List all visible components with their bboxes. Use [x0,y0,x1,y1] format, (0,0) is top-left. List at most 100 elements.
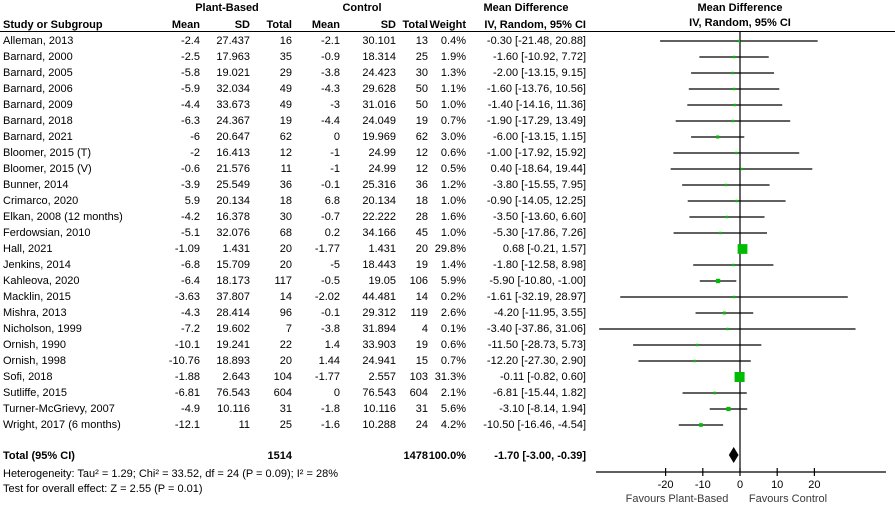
cell-mean2: -1.6 [321,419,340,431]
cell-mean2: -1.8 [321,403,340,415]
cell-mean2: -3 [330,99,340,111]
cell-sd2: 1.431 [368,243,396,255]
table-row: Bloomer, 2015 (V) -0.6 21.576 11 -1 24.99 12 0.… [0,161,586,177]
heterogeneity-note: Heterogeneity: Tau² = 1.29; Chi² = 33.52… [3,468,338,480]
header-divider-line [0,31,895,32]
cell-n1: 35 [279,51,292,63]
cell-mean1: -3.63 [174,291,200,303]
cell-ci: -3.10 [-8.14, 1.94] [499,403,586,415]
cell-ci: -6.00 [-13.15, 1.15] [493,131,586,143]
cell-name: Sofi, 2018 [3,371,53,383]
cell-n2: 12 [415,147,428,159]
cell-sd1: 2.643 [222,371,250,383]
total-weight: 100.0% [428,450,466,462]
cell-sd2: 24.423 [362,67,396,79]
cell-name: Barnard, 2009 [3,99,73,111]
cell-n1: 11 [280,163,292,175]
cell-weight: 0.5% [440,163,466,175]
table-row: Barnard, 2018 -6.3 24.367 19 -4.4 24.049 19 0.7… [0,113,586,129]
cell-sd2: 19.969 [362,131,396,143]
cell-n2: 62 [415,131,428,143]
cell-mean1: -4.2 [181,211,200,223]
effect-square-marker [740,167,743,171]
cell-sd2: 10.116 [363,403,396,415]
cell-name: Ornish, 1990 [3,339,66,351]
cell-n1: 29 [279,67,292,79]
plot-column-title: Mean Difference [697,2,783,14]
cell-mean1: -5.1 [181,227,200,239]
cell-sd2: 18.314 [362,51,396,63]
cell-weight: 0.2% [440,291,466,303]
cell-mean1: -10.1 [174,339,200,351]
cell-ci: -12.20 [-27.30, 2.90] [486,355,586,367]
cell-n1: 18 [279,195,292,207]
cell-weight: 1.1% [440,83,466,95]
cell-sd2: 2.557 [368,371,396,383]
table-row: Ornish, 1990 -10.1 19.241 22 1.4 33.903 19 0.6%… [0,337,586,353]
cell-ci: -1.61 [-32.19, 28.97] [486,291,586,303]
effect-square-marker [737,39,741,43]
effect-square-marker [693,359,696,363]
cell-ci: 0.68 [-0.21, 1.57] [502,243,586,255]
cell-n1: 117 [274,275,292,287]
cell-mean2: -2.1 [321,35,340,47]
cell-ci: -1.40 [-14.16, 11.36] [487,99,586,111]
cell-n1: 30 [279,211,292,223]
table-row: Ornish, 1998 -10.76 18.893 20 1.44 24.941 15 0.… [0,353,586,369]
cell-mean1: -4.9 [181,403,200,415]
cell-sd2: 29.312 [362,307,396,319]
cell-mean2: -3.8 [321,67,340,79]
cell-ci: -5.90 [-10.80, -1.00] [489,275,586,287]
cell-weight: 0.4% [440,35,466,47]
cell-sd1: 15.709 [216,259,250,271]
cell-sd1: 18.173 [216,275,250,287]
cell-weight: 2.6% [440,307,466,319]
cell-sd2: 31.894 [362,323,396,335]
favours-right-label: Favours Control [749,493,827,505]
cell-sd2: 20.134 [362,195,396,207]
cell-sd2: 31.016 [362,99,396,111]
plot-column-method: IV, Random, 95% CI [689,17,791,29]
cell-n1: 604 [273,387,292,399]
effect-square-marker [735,199,738,203]
cell-ci: -0.90 [-14.05, 12.25] [486,195,586,207]
cell-weight: 2.1% [440,387,466,399]
cell-n1: 16 [279,35,292,47]
cell-mean1: -4.4 [181,99,200,111]
table-row: Crimarco, 2020 5.9 20.134 18 6.8 20.134 18 1.0%… [0,193,586,209]
cell-n2: 119 [410,307,428,319]
col-header-mean-treatment: Mean [171,19,200,31]
cell-mean1: 5.9 [184,195,200,207]
group-header-plant-based: Plant-Based [195,2,259,14]
total-label: Total (95% CI) [3,450,75,462]
cell-name: Hall, 2021 [3,243,53,255]
cell-weight: 0.7% [440,355,466,367]
cell-sd1: 1.431 [222,243,250,255]
cell-sd1: 25.549 [216,179,250,191]
table-row: Bloomer, 2015 (T) -2 16.413 12 -1 24.99 12 0.6%… [0,145,586,161]
effect-square-marker [726,406,731,412]
x-tick-label: -20 [658,479,674,491]
table-row: Mishra, 2013 -4.3 28.414 96 -0.1 29.312 119 2.6… [0,305,586,321]
cell-n2: 106 [409,275,428,287]
cell-sd2: 19.05 [368,275,396,287]
cell-ci: -3.80 [-15.55, 7.95] [493,179,586,191]
cell-sd1: 37.807 [216,291,250,303]
cell-n1: 68 [279,227,292,239]
effect-square-marker [735,151,738,155]
cell-mean1: -2.4 [181,35,200,47]
cell-n2: 4 [421,323,428,335]
cell-weight: 1.0% [440,227,466,239]
cell-mean1: -2.5 [181,51,200,63]
cell-mean1: -2 [190,147,200,159]
cell-mean2: 1.44 [318,355,340,367]
effect-square-marker [716,135,720,139]
cell-weight: 29.8% [434,243,466,255]
cell-name: Mishra, 2013 [3,307,67,319]
cell-ci: -11.50 [-28.73, 5.73] [487,339,586,351]
cell-mean2: -1.77 [314,243,340,255]
cell-n2: 50 [415,99,428,111]
table-row: Barnard, 2006 -5.9 32.034 49 -4.3 29.628 50 1.1… [0,81,586,97]
x-tick-label: 0 [737,479,743,491]
